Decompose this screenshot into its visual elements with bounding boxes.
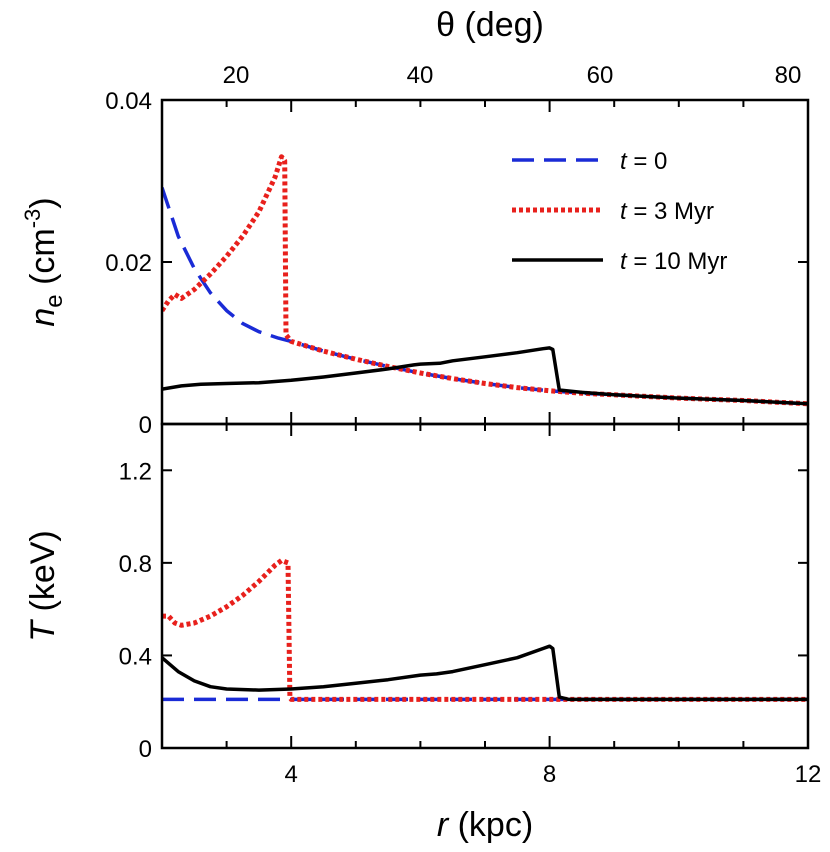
temperature-ytick-label: 0.4 [119, 643, 152, 670]
temperature-ylabel: T (keV) [24, 530, 62, 641]
temperature-series [162, 558, 808, 702]
top-tick-label: 80 [775, 62, 802, 89]
x-axis-title: r (kpc) [437, 806, 533, 844]
x-tick-label: 4 [285, 761, 298, 788]
temperature-ytick-label: 0.8 [119, 551, 152, 578]
x-tick-label: 8 [543, 761, 556, 788]
density-ytick-label: 0.04 [105, 88, 152, 115]
temperature-ytick-label: 0 [139, 736, 152, 763]
legend-label-1: t = 3 Myr [620, 198, 714, 225]
x-tick-label: 12 [795, 761, 822, 788]
temperature-series-line-2 [162, 644, 808, 702]
temperature-ytick-label: 1.2 [119, 458, 152, 485]
density-ytick-label: 0.02 [105, 250, 152, 277]
temperature-frame [160, 422, 810, 750]
top-tick-label: 40 [407, 62, 434, 89]
top-tick-label: 20 [223, 62, 250, 89]
density-ylabel: ne (cm-3) [20, 197, 68, 326]
density-panel: 0 0.02 0.04 ne (cm-3) [20, 88, 810, 439]
legend-label-0: t = 0 [620, 148, 667, 175]
top-axis-title: θ (deg) [436, 6, 544, 44]
top-tick-label: 60 [587, 62, 614, 89]
temperature-series-line-1 [162, 558, 808, 702]
temperature-panel: 0 0.4 0.8 1.2 T (keV) [24, 422, 810, 763]
density-series [162, 154, 808, 407]
density-ytick-label: 0 [139, 412, 152, 439]
legend: t = 0 t = 3 Myr t = 10 Myr [512, 148, 727, 275]
density-series-line-1 [162, 154, 808, 407]
legend-label-2: t = 10 Myr [620, 248, 727, 275]
density-series-line-2 [162, 346, 808, 406]
